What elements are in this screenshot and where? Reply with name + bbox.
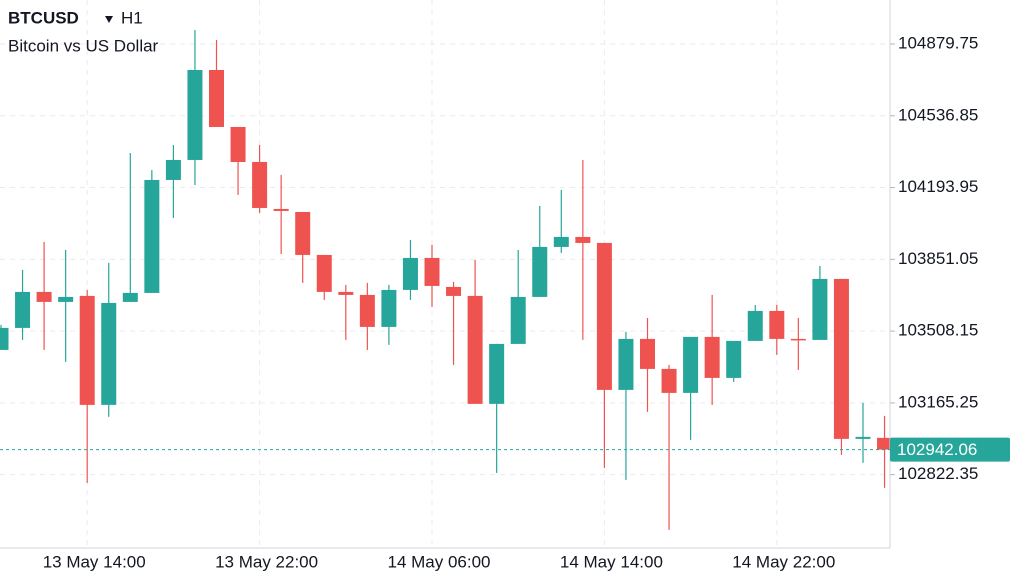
candle-body xyxy=(424,257,440,286)
candle-body xyxy=(446,286,462,296)
candle-body xyxy=(575,236,591,243)
x-tick-label: 13 May 14:00 xyxy=(43,552,146,571)
candle-body xyxy=(467,295,483,404)
candle-body xyxy=(230,126,246,162)
candle-body xyxy=(338,291,354,295)
candle-body xyxy=(316,254,332,292)
candle-body xyxy=(683,336,699,393)
dropdown-icon[interactable] xyxy=(105,16,113,23)
x-tick-label: 14 May 22:00 xyxy=(732,552,835,571)
x-tick-label: 14 May 14:00 xyxy=(560,552,663,571)
x-tick-label: 14 May 06:00 xyxy=(387,552,490,571)
candle-body xyxy=(726,340,742,378)
y-tick-label: 103851.05 xyxy=(898,249,978,268)
candle-body xyxy=(144,179,160,293)
candle-body xyxy=(618,338,634,390)
candle-body xyxy=(833,278,849,439)
candle-body xyxy=(596,242,612,390)
candle-body xyxy=(790,338,806,341)
candle-body xyxy=(661,368,677,393)
candle-body xyxy=(532,246,548,297)
last-price-label: 102942.06 xyxy=(897,440,977,459)
candle-body xyxy=(489,343,505,404)
candle-body xyxy=(273,208,289,211)
y-tick-label: 104879.75 xyxy=(898,33,978,52)
candle-body xyxy=(640,338,655,369)
candle-body xyxy=(769,310,785,339)
candle-body xyxy=(877,437,893,450)
candle-body xyxy=(402,257,418,290)
candle-body xyxy=(209,69,224,127)
y-tick-label: 104193.95 xyxy=(898,177,978,196)
candle-body xyxy=(747,310,763,341)
interval[interactable]: H1 xyxy=(121,8,143,27)
candle-body xyxy=(295,211,311,255)
candle-body xyxy=(553,236,569,247)
candle-body xyxy=(812,278,828,340)
candle-body xyxy=(36,291,52,302)
candle-body xyxy=(855,436,871,439)
candle-body xyxy=(15,291,31,328)
candle-body xyxy=(122,292,138,302)
candle-body xyxy=(165,159,181,180)
y-tick-label: 104536.85 xyxy=(898,105,978,124)
symbol: BTCUSD xyxy=(8,8,79,27)
candle-body xyxy=(252,161,268,208)
candle-body xyxy=(704,336,720,378)
candle-body xyxy=(0,327,9,350)
y-tick-label: 102822.35 xyxy=(898,464,978,483)
y-tick-label: 103508.15 xyxy=(898,321,978,340)
candles xyxy=(0,30,893,530)
candle-body xyxy=(510,296,526,344)
candle-body xyxy=(381,289,397,327)
last-price-badge xyxy=(890,437,1010,462)
candle-body xyxy=(359,294,375,327)
candle-body xyxy=(79,295,95,405)
candle-body xyxy=(187,69,203,160)
candle-body xyxy=(58,296,74,302)
x-tick-label: 13 May 22:00 xyxy=(215,552,318,571)
subtitle: Bitcoin vs US Dollar xyxy=(8,36,159,55)
y-tick-label: 103165.25 xyxy=(898,392,978,411)
candle-body xyxy=(101,302,117,405)
